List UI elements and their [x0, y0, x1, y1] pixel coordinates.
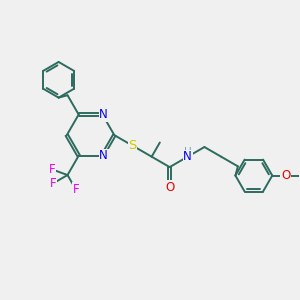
Text: F: F	[72, 183, 79, 196]
Text: S: S	[128, 139, 136, 152]
Text: N: N	[99, 149, 108, 162]
Text: N: N	[99, 108, 108, 121]
Text: F: F	[50, 177, 57, 190]
Text: N: N	[183, 150, 192, 163]
Text: O: O	[281, 169, 290, 182]
Text: F: F	[49, 163, 56, 176]
Text: H: H	[184, 147, 192, 157]
Text: O: O	[165, 181, 174, 194]
